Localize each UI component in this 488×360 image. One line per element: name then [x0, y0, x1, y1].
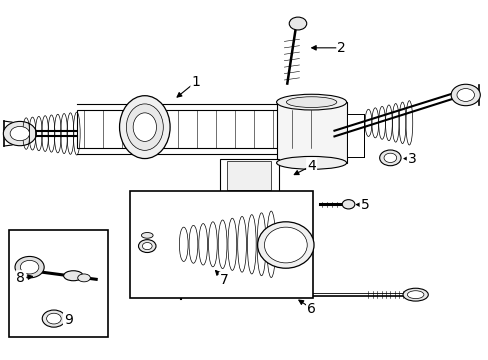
Ellipse shape: [227, 218, 236, 270]
Ellipse shape: [208, 222, 217, 267]
Text: 2: 2: [337, 41, 346, 55]
Bar: [276, 102, 346, 163]
Ellipse shape: [379, 150, 400, 166]
Ellipse shape: [3, 121, 36, 146]
Ellipse shape: [20, 260, 39, 274]
Bar: [130, 191, 312, 298]
Ellipse shape: [237, 216, 246, 272]
Ellipse shape: [218, 220, 226, 269]
Bar: [220, 159, 278, 195]
Ellipse shape: [133, 113, 156, 141]
Ellipse shape: [189, 225, 198, 263]
Text: 8: 8: [17, 271, 25, 285]
Text: 5: 5: [360, 198, 369, 212]
Ellipse shape: [276, 157, 346, 169]
Ellipse shape: [288, 17, 306, 30]
Ellipse shape: [63, 271, 83, 281]
Ellipse shape: [450, 84, 479, 106]
Ellipse shape: [257, 222, 313, 268]
Ellipse shape: [342, 200, 354, 209]
Ellipse shape: [276, 94, 346, 110]
Text: 4: 4: [306, 159, 315, 173]
Text: 3: 3: [407, 152, 416, 166]
Ellipse shape: [46, 313, 61, 324]
Ellipse shape: [126, 104, 163, 150]
Text: 7: 7: [219, 273, 228, 287]
Ellipse shape: [247, 215, 256, 274]
Ellipse shape: [119, 96, 170, 158]
Bar: [9, 230, 108, 337]
Ellipse shape: [141, 233, 153, 238]
Ellipse shape: [15, 256, 44, 278]
Ellipse shape: [179, 227, 188, 261]
Ellipse shape: [264, 227, 306, 263]
Ellipse shape: [142, 243, 152, 249]
Text: 1: 1: [191, 75, 200, 89]
Ellipse shape: [407, 291, 423, 298]
Ellipse shape: [199, 224, 207, 265]
Ellipse shape: [138, 240, 156, 252]
Ellipse shape: [266, 211, 275, 278]
Ellipse shape: [286, 97, 336, 108]
Text: 9: 9: [64, 313, 73, 327]
Bar: [346, 114, 363, 157]
Ellipse shape: [10, 126, 30, 141]
Ellipse shape: [78, 274, 90, 282]
Ellipse shape: [402, 288, 427, 301]
Ellipse shape: [257, 213, 265, 276]
Text: 6: 6: [306, 302, 315, 316]
Ellipse shape: [383, 153, 396, 162]
Bar: [227, 161, 271, 190]
Bar: [77, 111, 334, 148]
Ellipse shape: [42, 310, 65, 327]
Ellipse shape: [456, 89, 473, 102]
